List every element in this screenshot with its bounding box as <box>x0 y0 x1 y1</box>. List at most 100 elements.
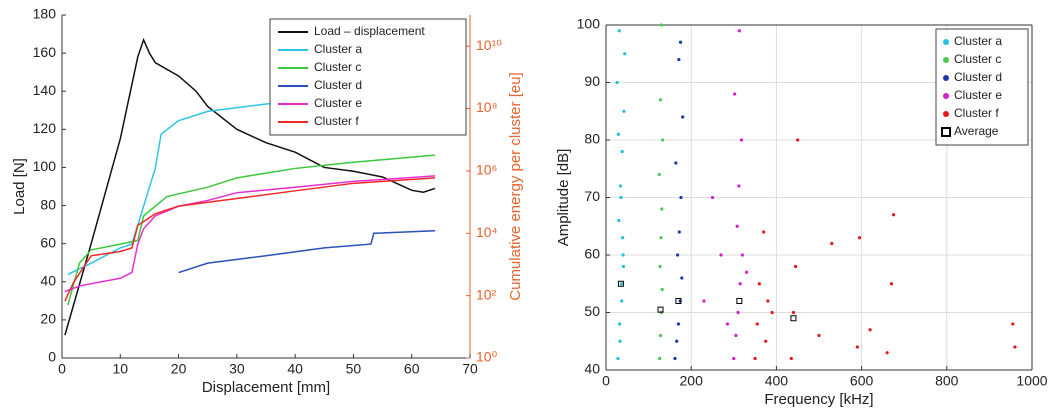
point <box>616 356 620 361</box>
point <box>764 339 768 343</box>
point <box>857 236 862 240</box>
point <box>659 23 663 27</box>
point <box>661 138 665 142</box>
y2-axis-label: Cumulative energy per cluster [eu] <box>507 72 524 300</box>
point <box>619 195 623 200</box>
y-tick-label: 60 <box>584 246 600 262</box>
y-tick-label: 40 <box>584 361 600 377</box>
legend-box <box>269 18 467 136</box>
point <box>621 236 625 240</box>
y-tick-label: 80 <box>584 131 600 147</box>
legend-label: Cluster d <box>314 78 362 92</box>
point <box>618 184 623 188</box>
average-point <box>675 298 682 304</box>
point <box>658 356 662 361</box>
point <box>762 230 766 234</box>
point <box>681 115 685 119</box>
y-tick-label: 40 <box>40 272 56 288</box>
series-line <box>64 177 436 302</box>
point <box>710 195 715 200</box>
series-line <box>64 175 436 293</box>
point <box>659 236 663 240</box>
point <box>734 333 738 338</box>
legend-swatch <box>943 57 949 63</box>
point <box>677 230 681 234</box>
legend-label: Average <box>954 124 999 138</box>
x-tick-label: 50 <box>346 361 362 377</box>
y-tick-label: 100 <box>33 158 57 174</box>
legend-swatch <box>941 127 951 137</box>
point <box>623 52 627 56</box>
y-tick-label: 140 <box>33 82 57 98</box>
legend-label: Cluster d <box>954 70 1002 84</box>
y2-tick-label: 10⁸ <box>476 99 498 115</box>
legend-label: Cluster e <box>954 88 1002 102</box>
point <box>732 356 736 361</box>
x-tick-label: 30 <box>229 361 245 377</box>
x-tick-label: 200 <box>680 373 704 389</box>
point <box>1013 345 1017 349</box>
point <box>617 29 621 33</box>
legend-label: Cluster a <box>314 42 362 56</box>
x-tick-label: 20 <box>171 361 187 377</box>
legend-swatch <box>943 93 949 99</box>
point <box>622 109 626 113</box>
legend-label: Cluster e <box>314 96 362 110</box>
y2-tick-label: 10⁰ <box>476 349 498 365</box>
x-tick-label: 0 <box>602 373 610 389</box>
point <box>855 345 859 349</box>
point <box>658 98 663 102</box>
point <box>740 253 744 257</box>
average-point <box>617 280 624 287</box>
point <box>817 333 821 338</box>
x-tick-label: 40 <box>287 361 303 377</box>
legend-box <box>935 28 1029 146</box>
y-tick-label: 160 <box>33 44 57 60</box>
legend-swatch <box>943 111 949 117</box>
average-point <box>790 315 797 322</box>
legend-swatch <box>943 39 949 45</box>
point <box>702 299 706 303</box>
y-axis-label: Load [N] <box>11 158 28 215</box>
y-axis-label: Amplitude [dB] <box>555 149 572 247</box>
point <box>755 322 759 326</box>
x-tick-label: 1000 <box>1016 373 1047 389</box>
x-tick-label: 60 <box>404 361 420 377</box>
legend-label: Cluster a <box>954 34 1002 48</box>
x-tick-label: 0 <box>58 361 66 377</box>
point <box>658 333 663 338</box>
series-line <box>67 154 436 306</box>
legend-label: Cluster f <box>954 106 999 120</box>
series-line <box>64 37 436 336</box>
point <box>660 207 664 211</box>
point <box>737 29 741 33</box>
y-tick-label: 20 <box>40 311 56 327</box>
point <box>675 339 679 343</box>
point <box>679 195 683 200</box>
point <box>616 132 620 136</box>
x-tick-label: 800 <box>935 373 959 389</box>
point <box>791 310 796 315</box>
y2-tick-label: 10⁶ <box>476 162 497 178</box>
point <box>757 282 761 286</box>
point <box>618 339 622 343</box>
y-tick-label: 100 <box>577 16 601 32</box>
point <box>619 282 623 286</box>
legend-label: Load – displacement <box>314 24 425 38</box>
point <box>719 253 723 257</box>
y2-tick-label: 10² <box>476 286 497 302</box>
point <box>744 270 749 274</box>
point <box>753 356 757 361</box>
point <box>620 149 624 154</box>
point <box>676 322 681 326</box>
point <box>725 322 730 326</box>
y2-tick-label: 10¹⁰ <box>476 37 502 53</box>
legend-label: Cluster c <box>954 52 1001 66</box>
point <box>766 299 770 303</box>
y-tick-label: 50 <box>584 303 600 319</box>
point <box>868 328 872 332</box>
point <box>738 282 742 286</box>
y-tick-label: 90 <box>584 73 600 89</box>
point <box>617 218 621 223</box>
point <box>885 351 889 355</box>
